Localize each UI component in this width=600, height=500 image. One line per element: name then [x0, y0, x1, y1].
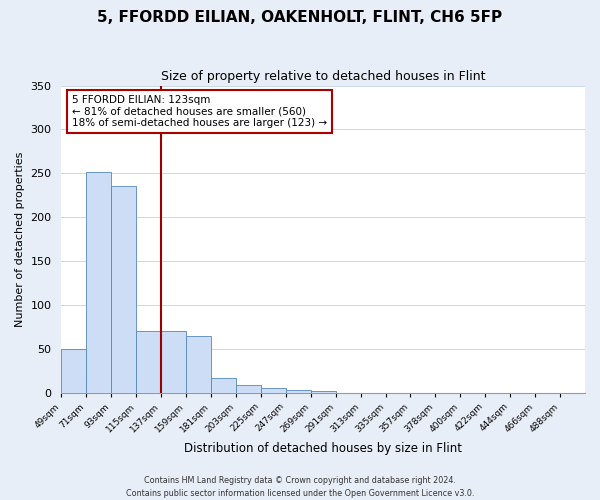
Bar: [186, 336, 211, 392]
Text: Contains HM Land Registry data © Crown copyright and database right 2024.
Contai: Contains HM Land Registry data © Crown c…: [126, 476, 474, 498]
Bar: [311, 391, 335, 392]
X-axis label: Distribution of detached houses by size in Flint: Distribution of detached houses by size …: [184, 442, 462, 455]
Bar: [261, 388, 286, 392]
Bar: [61, 348, 86, 393]
Bar: [161, 331, 186, 392]
Bar: [236, 384, 261, 392]
Bar: [136, 331, 161, 392]
Title: Size of property relative to detached houses in Flint: Size of property relative to detached ho…: [161, 70, 485, 83]
Bar: [211, 378, 236, 392]
Bar: [286, 390, 311, 392]
Bar: [86, 172, 111, 392]
Text: 5, FFORDD EILIAN, OAKENHOLT, FLINT, CH6 5FP: 5, FFORDD EILIAN, OAKENHOLT, FLINT, CH6 …: [97, 10, 503, 25]
Y-axis label: Number of detached properties: Number of detached properties: [15, 152, 25, 326]
Bar: [111, 186, 136, 392]
Text: 5 FFORDD EILIAN: 123sqm
← 81% of detached houses are smaller (560)
18% of semi-d: 5 FFORDD EILIAN: 123sqm ← 81% of detache…: [72, 95, 327, 128]
